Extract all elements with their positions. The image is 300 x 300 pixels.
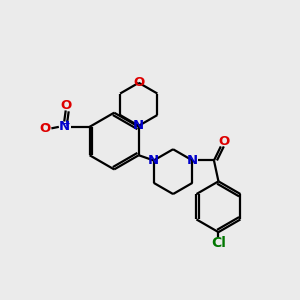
Text: -: - — [44, 120, 48, 130]
Text: N: N — [148, 154, 159, 167]
Text: Cl: Cl — [211, 236, 226, 250]
Text: O: O — [133, 76, 144, 89]
Text: O: O — [39, 122, 50, 135]
Text: O: O — [218, 135, 230, 148]
Text: N: N — [187, 154, 198, 167]
Text: N: N — [59, 120, 70, 134]
Text: N: N — [133, 119, 144, 132]
Text: +: + — [63, 119, 71, 128]
Text: O: O — [60, 100, 71, 112]
